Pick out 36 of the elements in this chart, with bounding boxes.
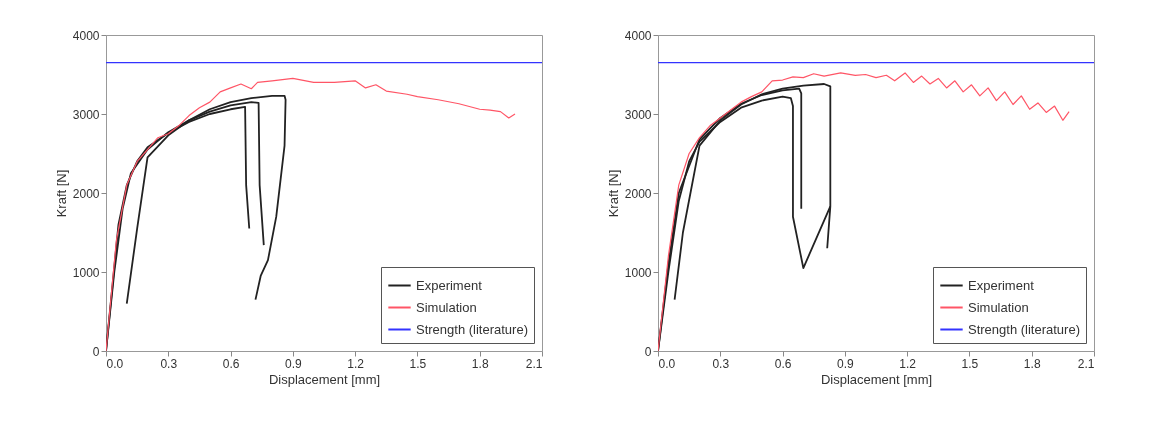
legend-label: Simulation <box>416 299 477 315</box>
x-tick-label: 1.2 <box>899 356 917 371</box>
x-tick-label: 1.2 <box>347 356 365 371</box>
legend-label: Experiment <box>968 277 1035 293</box>
y-tick-label: 1000 <box>624 265 652 280</box>
x-tick-label: 0.3 <box>160 356 178 371</box>
x-tick-label: 1.5 <box>961 356 979 371</box>
y-tick-label: 3000 <box>624 107 652 122</box>
x-tick-label: 0.9 <box>285 356 303 371</box>
x-tick-label: 0.6 <box>774 356 792 371</box>
x-tick-label: 0.9 <box>837 356 855 371</box>
legend-label: Simulation <box>968 299 1029 315</box>
x-axis-title: Displacement [mm] <box>268 371 381 387</box>
x-tick-label: 2.1 <box>525 356 543 371</box>
y-tick-label: 2000 <box>624 186 652 201</box>
legend-label: Strength (literature) <box>416 321 528 337</box>
y-tick-label: 3000 <box>72 107 100 122</box>
x-tick-label: 1.8 <box>471 356 489 371</box>
y-tick-label: 0 <box>92 344 100 359</box>
y-tick-label: 0 <box>644 344 652 359</box>
y-tick-label: 4000 <box>624 28 652 43</box>
x-tick-label: 0.6 <box>222 356 240 371</box>
x-tick-label: 2.1 <box>1077 356 1095 371</box>
y-axis-title: Kraft [N] <box>53 169 69 218</box>
legend-label: Strength (literature) <box>968 321 1080 337</box>
legend-label: Experiment <box>416 277 483 293</box>
x-axis-title: Displacement [mm] <box>820 371 933 387</box>
y-axis-title: Kraft [N] <box>605 169 621 218</box>
y-tick-label: 1000 <box>72 265 100 280</box>
x-tick-label: 0.0 <box>658 356 676 371</box>
y-tick-label: 2000 <box>72 186 100 201</box>
x-tick-label: 1.5 <box>409 356 427 371</box>
y-tick-label: 4000 <box>72 28 100 43</box>
x-tick-label: 0.3 <box>712 356 730 371</box>
x-tick-label: 0.0 <box>106 356 124 371</box>
x-tick-label: 1.8 <box>1023 356 1041 371</box>
